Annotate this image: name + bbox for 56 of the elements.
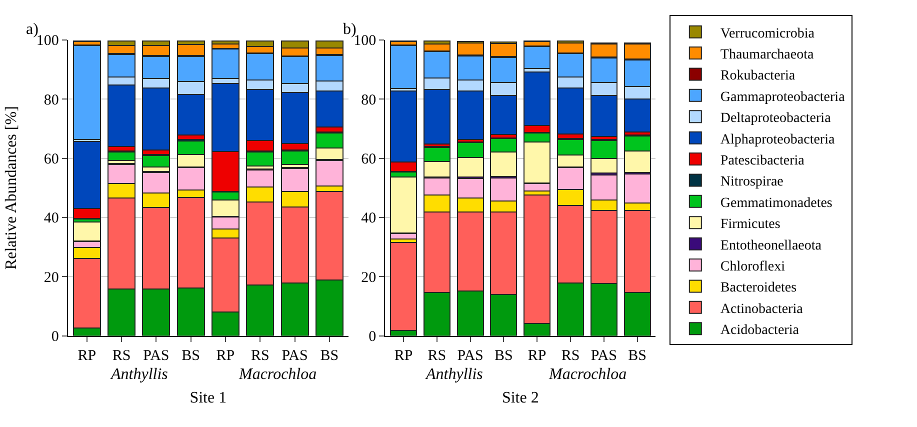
x-axis-title: Site 2 — [502, 390, 539, 406]
bar — [211, 40, 240, 45]
x-tick-label: RS — [428, 348, 446, 364]
x-tick-label: PAS — [590, 348, 617, 364]
x-tick-label: RP — [394, 348, 413, 364]
x-tick-label: BS — [182, 348, 200, 364]
y-tick-label: 0 — [368, 329, 376, 346]
legend-label: Chloroflexi — [720, 259, 786, 274]
legend-label: Verrucomicrobia — [720, 26, 816, 42]
legend-label: Gammaproteobacteria — [720, 90, 846, 105]
y-tick-label: 0 — [51, 329, 59, 346]
legend-label: Deltaproteobacteria — [720, 111, 832, 126]
x-tick-label: RS — [250, 348, 270, 364]
x-tick-label: PAS — [282, 348, 308, 364]
y-tick-label: 60 — [44, 152, 59, 168]
chart-title: a) — [26, 21, 38, 38]
y-tick-label: 20 — [361, 270, 376, 286]
legend-label: Alphaproteobacteria — [720, 132, 836, 148]
y-tick-label: 20 — [44, 270, 59, 286]
x-tick-label: RP — [216, 348, 235, 364]
bar — [72, 45, 101, 140]
legend-label: Nitrospirae — [720, 174, 784, 190]
text: Macrochloa — [238, 366, 317, 383]
x-tick-label: PAS — [143, 348, 170, 364]
x-tick-label: RP — [78, 348, 96, 364]
x-tick-label: BS — [628, 348, 646, 364]
y-tick-label: 60 — [361, 152, 376, 168]
y-axis-title: Relative Abundances [%] — [3, 106, 20, 270]
text: Macrochloa — [548, 366, 627, 383]
x-tick-label: PAS — [457, 348, 484, 364]
x-tick-label: RP — [528, 348, 546, 364]
bar — [390, 45, 418, 90]
legend-label: Actinobacteria — [720, 302, 804, 317]
text: Anthyllis — [110, 366, 168, 383]
y-tick-label: 40 — [361, 210, 376, 227]
legend-label: Bacteroidetes — [720, 280, 797, 296]
legend-label: Rokubacteria — [720, 68, 796, 84]
legend-label: Thaumarchaeota — [720, 47, 814, 62]
legend-label: Patescibacteria — [720, 153, 806, 168]
text: Anthyllis — [425, 366, 483, 383]
legend-label: Gemmatimonadetes — [720, 196, 832, 211]
x-tick-label: BS — [320, 348, 339, 364]
x-tick-label: RS — [112, 348, 131, 364]
legend-label: Firmicutes — [720, 217, 780, 232]
y-tick-label: 100 — [36, 33, 59, 50]
y-tick-label: 80 — [44, 92, 59, 108]
x-tick-label: BS — [494, 348, 513, 364]
chart-title: b) — [343, 21, 356, 38]
y-tick-label: 40 — [44, 210, 59, 227]
legend-label: Entotheonellaeota — [720, 238, 822, 254]
x-axis-title: Site 1 — [190, 390, 227, 406]
bar — [142, 154, 170, 168]
legend-label: Acidobacteria — [720, 323, 800, 338]
y-tick-label: 80 — [361, 92, 376, 108]
x-tick-label: RS — [561, 348, 580, 364]
bar — [524, 46, 551, 69]
